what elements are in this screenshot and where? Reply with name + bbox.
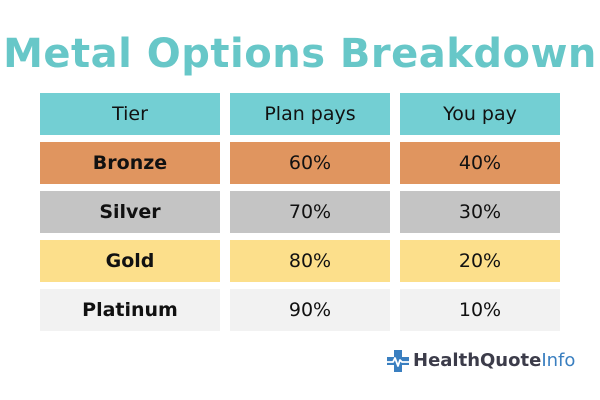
bronze-you-pay: 40%: [400, 142, 560, 184]
silver-you-pay: 30%: [400, 191, 560, 233]
gold-you-pay: 20%: [400, 240, 560, 282]
logo-suffix-text: Info: [541, 350, 576, 371]
platinum-plan-pays: 90%: [230, 289, 390, 331]
metal-tier-table: Tier Plan pays You pay Bronze 60% 40% Si…: [40, 93, 560, 331]
silver-plan-pays: 70%: [230, 191, 390, 233]
header-you-pay: You pay: [400, 93, 560, 135]
header-tier: Tier: [40, 93, 220, 135]
logo-brand-text: HealthQuote: [413, 350, 542, 371]
tier-bronze: Bronze: [40, 142, 220, 184]
medical-cross-heartbeat-icon: [386, 349, 410, 373]
healthquoteinfo-logo: HealthQuote Info: [386, 348, 575, 374]
header-plan-pays: Plan pays: [230, 93, 390, 135]
gold-plan-pays: 80%: [230, 240, 390, 282]
bronze-plan-pays: 60%: [230, 142, 390, 184]
page-title: Metal Options Breakdown: [3, 31, 597, 77]
platinum-you-pay: 10%: [400, 289, 560, 331]
tier-silver: Silver: [40, 191, 220, 233]
tier-platinum: Platinum: [40, 289, 220, 331]
tier-gold: Gold: [40, 240, 220, 282]
